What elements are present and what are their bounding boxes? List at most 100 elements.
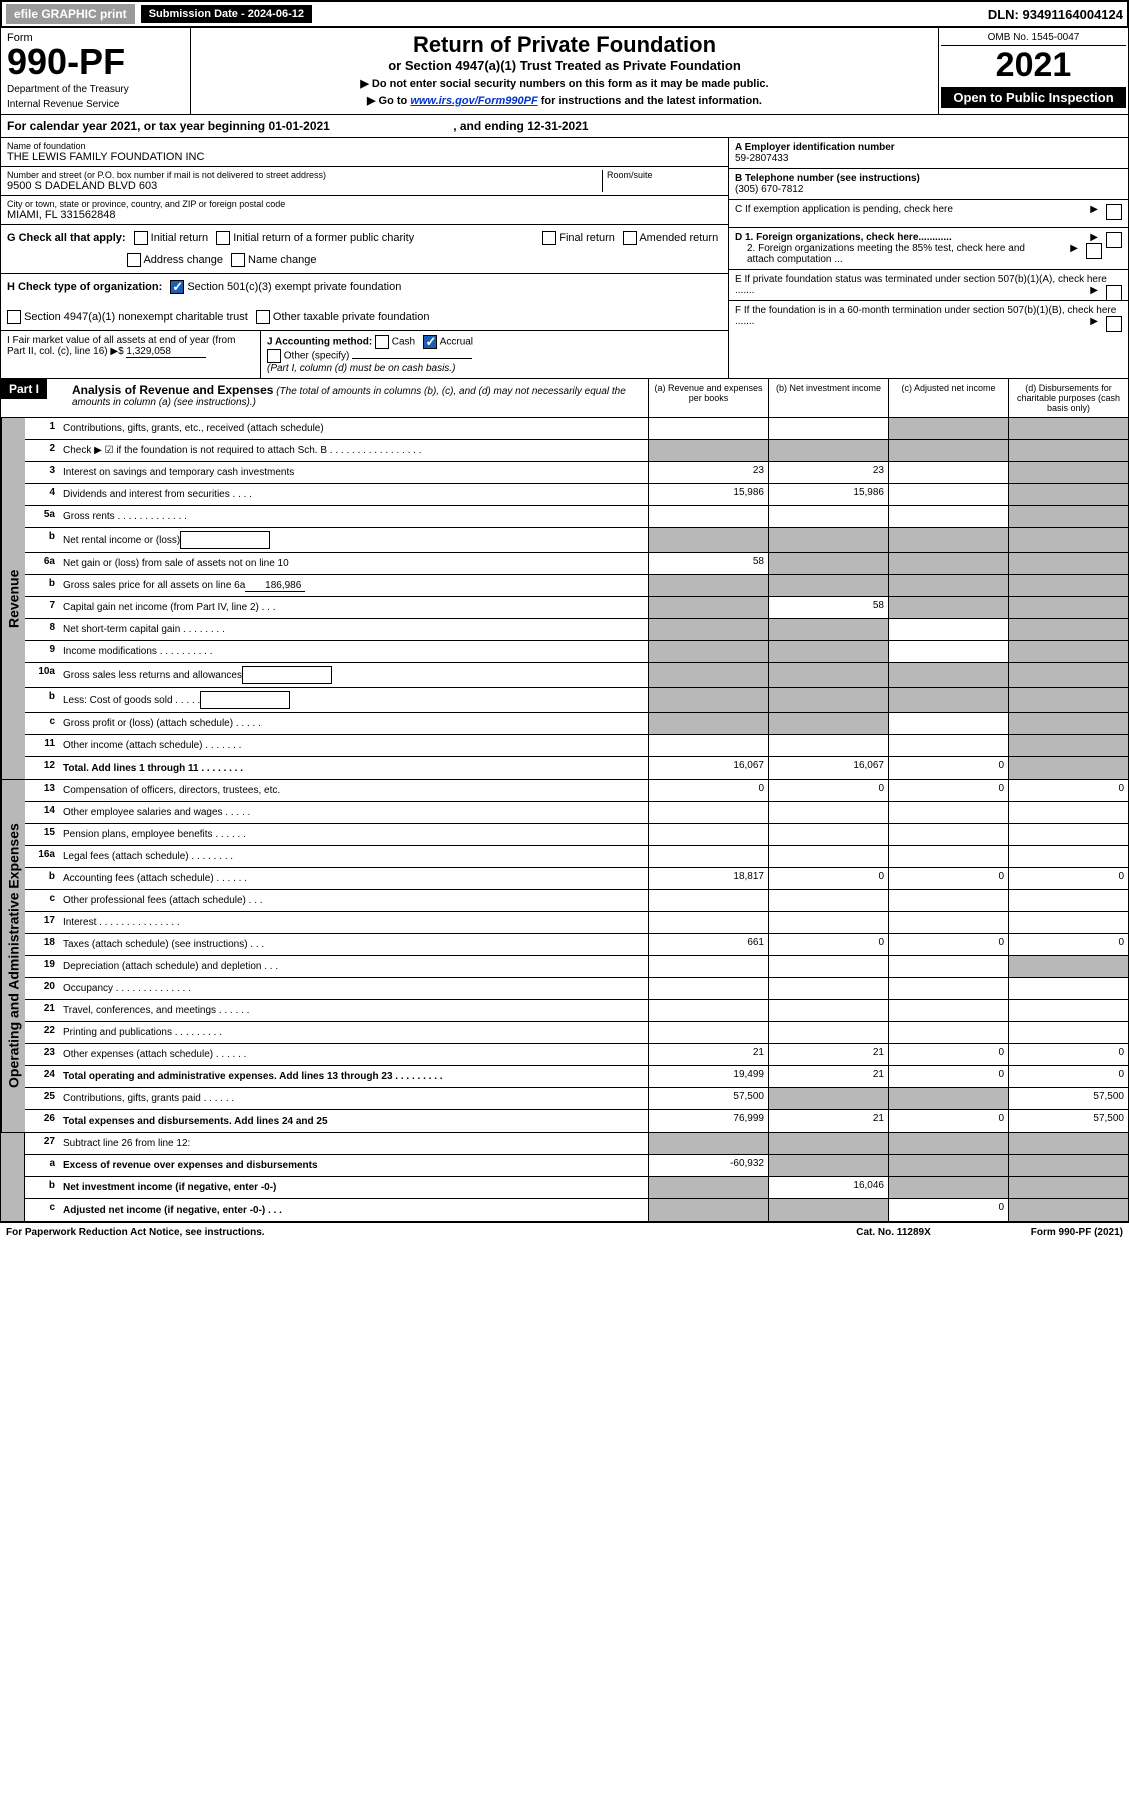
cb-501c3[interactable]	[170, 280, 184, 294]
cell: 23	[648, 462, 768, 483]
cell-shaded	[768, 713, 888, 734]
cb-e[interactable]	[1106, 285, 1122, 301]
cell: 0	[888, 868, 1008, 889]
cell: 0	[768, 934, 888, 955]
cell-shaded	[1008, 1199, 1128, 1221]
foundation-name-cell: Name of foundation THE LEWIS FAMILY FOUN…	[1, 138, 728, 167]
line-num: 4	[25, 484, 59, 505]
table-row: 15Pension plans, employee benefits . . .…	[25, 824, 1128, 846]
cb-c[interactable]	[1106, 204, 1122, 220]
expense-body: 13Compensation of officers, directors, t…	[25, 780, 1128, 1132]
bottom-section: 27Subtract line 26 from line 12:aExcess …	[0, 1133, 1129, 1222]
cell-shaded	[648, 688, 768, 712]
cell: 0	[888, 1199, 1008, 1221]
cell-shaded	[888, 528, 1008, 552]
cb-d1[interactable]	[1106, 232, 1122, 248]
dln: DLN: 93491164004124	[988, 7, 1123, 22]
cell-shaded	[648, 663, 768, 687]
revenue-section: Revenue 1Contributions, gifts, grants, e…	[0, 418, 1129, 780]
cb-address-change[interactable]	[127, 253, 141, 267]
cell	[648, 846, 768, 867]
cb-initial-former[interactable]	[216, 231, 230, 245]
cb-final[interactable]	[542, 231, 556, 245]
cell: 16,046	[768, 1177, 888, 1198]
cb-other-method[interactable]	[267, 349, 281, 363]
g-check-row: G Check all that apply: Initial return I…	[1, 225, 728, 274]
cell	[648, 956, 768, 977]
cb-f[interactable]	[1106, 316, 1122, 332]
year-block: OMB No. 1545-0047 2021 Open to Public In…	[938, 28, 1128, 114]
cell	[1008, 1000, 1128, 1021]
cell	[1008, 824, 1128, 845]
table-row: bNet rental income or (loss)	[25, 528, 1128, 553]
cell-shaded	[1008, 688, 1128, 712]
cell-shaded	[1008, 1155, 1128, 1176]
line-desc: Other professional fees (attach schedule…	[59, 890, 648, 911]
col-b-hdr: (b) Net investment income	[768, 379, 888, 417]
cell	[1008, 978, 1128, 999]
omb-number: OMB No. 1545-0047	[941, 30, 1126, 46]
cell-shaded	[648, 575, 768, 596]
line-num: 23	[25, 1044, 59, 1065]
table-row: 7Capital gain net income (from Part IV, …	[25, 597, 1128, 619]
line-desc: Gross profit or (loss) (attach schedule)…	[59, 713, 648, 734]
col-d-hdr: (d) Disbursements for charitable purpose…	[1008, 379, 1128, 417]
cell-shaded	[768, 663, 888, 687]
cell-shaded	[648, 1133, 768, 1154]
cell	[768, 1022, 888, 1043]
line-desc: Gross rents . . . . . . . . . . . . .	[59, 506, 648, 527]
cell-shaded	[1008, 735, 1128, 756]
cell-shaded	[888, 440, 1008, 461]
cell-shaded	[1008, 619, 1128, 640]
f-cell: F If the foundation is in a 60-month ter…	[729, 301, 1128, 331]
table-row: 5aGross rents . . . . . . . . . . . . .	[25, 506, 1128, 528]
cell	[888, 1000, 1008, 1021]
cell-shaded	[1008, 1177, 1128, 1198]
cell: 0	[768, 780, 888, 801]
cb-other-taxable[interactable]	[256, 310, 270, 324]
cb-initial-return[interactable]	[134, 231, 148, 245]
cell: 18,817	[648, 868, 768, 889]
irs-link[interactable]: www.irs.gov/Form990PF	[410, 95, 537, 107]
cell-shaded	[1008, 641, 1128, 662]
cell: 0	[1008, 868, 1128, 889]
table-row: bLess: Cost of goods sold . . . . .	[25, 688, 1128, 713]
cell-shaded	[648, 1177, 768, 1198]
expenses-section: Operating and Administrative Expenses 13…	[0, 780, 1129, 1133]
cb-cash[interactable]	[375, 335, 389, 349]
cell	[888, 713, 1008, 734]
line-num: 18	[25, 934, 59, 955]
cb-accrual[interactable]	[423, 335, 437, 349]
cell: 58	[768, 597, 888, 618]
cell-shaded	[648, 713, 768, 734]
c-cell: C If exemption application is pending, c…	[729, 200, 1128, 228]
dept-treasury: Department of the Treasury	[7, 84, 184, 95]
table-row: 3Interest on savings and temporary cash …	[25, 462, 1128, 484]
table-row: cGross profit or (loss) (attach schedule…	[25, 713, 1128, 735]
cb-amended[interactable]	[623, 231, 637, 245]
cell: 0	[888, 780, 1008, 801]
city-cell: City or town, state or province, country…	[1, 196, 728, 225]
line-num: 13	[25, 780, 59, 801]
line-desc: Subtract line 26 from line 12:	[59, 1133, 648, 1154]
cell: 15,986	[648, 484, 768, 505]
form-note2: ▶ Go to www.irs.gov/Form990PF for instru…	[195, 94, 934, 107]
cb-4947[interactable]	[7, 310, 21, 324]
cell	[768, 978, 888, 999]
fmv-value: 1,329,058	[126, 346, 206, 358]
cell-shaded	[888, 688, 1008, 712]
cell-shaded	[1008, 418, 1128, 439]
table-row: 26Total expenses and disbursements. Add …	[25, 1110, 1128, 1132]
cb-name-change[interactable]	[231, 253, 245, 267]
cell: 23	[768, 462, 888, 483]
cb-d2[interactable]	[1086, 243, 1102, 259]
form-id-block: Form 990-PF Department of the Treasury I…	[1, 28, 191, 114]
cell-shaded	[768, 641, 888, 662]
footer-left: For Paperwork Reduction Act Notice, see …	[6, 1227, 265, 1238]
form-header: Form 990-PF Department of the Treasury I…	[0, 28, 1129, 115]
table-row: bAccounting fees (attach schedule) . . .…	[25, 868, 1128, 890]
cell-shaded	[768, 553, 888, 574]
line-desc: Dividends and interest from securities .…	[59, 484, 648, 505]
form-note1: ▶ Do not enter social security numbers o…	[195, 77, 934, 90]
line-num: c	[25, 713, 59, 734]
